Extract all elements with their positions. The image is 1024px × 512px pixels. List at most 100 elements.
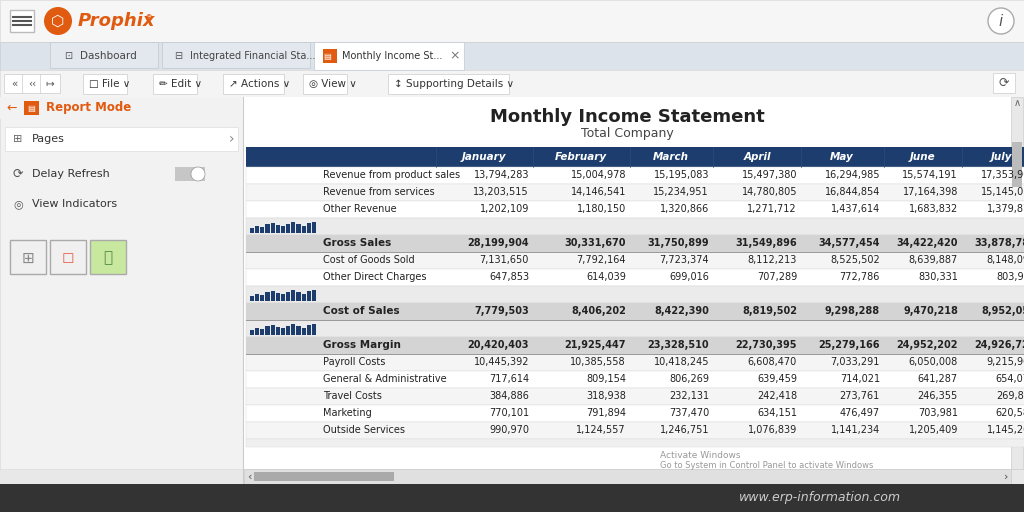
- Text: 770,101: 770,101: [488, 408, 529, 418]
- Text: 641,287: 641,287: [918, 374, 958, 384]
- Text: 8,525,502: 8,525,502: [830, 255, 880, 265]
- Text: ‹‹: ‹‹: [28, 79, 36, 89]
- Bar: [314, 42, 464, 70]
- Text: Other Revenue: Other Revenue: [323, 204, 396, 214]
- Text: 639,459: 639,459: [757, 374, 797, 384]
- Bar: [162, 42, 310, 68]
- Text: April: April: [743, 152, 771, 162]
- Text: 31,549,896: 31,549,896: [735, 238, 797, 248]
- Text: 803,964: 803,964: [996, 272, 1024, 282]
- Bar: [993, 73, 1015, 93]
- Bar: [286, 326, 290, 335]
- Bar: [270, 291, 274, 301]
- Text: 1,202,109: 1,202,109: [479, 204, 529, 214]
- Text: 9,470,218: 9,470,218: [903, 306, 958, 316]
- Bar: [24, 101, 39, 115]
- Bar: [246, 371, 1024, 388]
- Bar: [4, 74, 24, 93]
- Text: ↗ Actions ∨: ↗ Actions ∨: [229, 79, 290, 89]
- Bar: [303, 74, 347, 94]
- Text: 8,639,887: 8,639,887: [908, 255, 958, 265]
- Bar: [246, 201, 1024, 218]
- Text: 699,016: 699,016: [669, 272, 709, 282]
- Text: 476,497: 476,497: [840, 408, 880, 418]
- Text: 16,294,985: 16,294,985: [824, 170, 880, 180]
- Text: June: June: [910, 152, 936, 162]
- Bar: [312, 290, 316, 301]
- Text: 1,379,874: 1,379,874: [987, 204, 1024, 214]
- Bar: [246, 405, 1024, 422]
- Text: ‹: ‹: [247, 472, 251, 482]
- Text: 9,298,288: 9,298,288: [825, 306, 880, 316]
- Bar: [250, 330, 254, 335]
- Text: 791,894: 791,894: [586, 408, 626, 418]
- Bar: [246, 286, 1024, 303]
- Text: 7,792,164: 7,792,164: [577, 255, 626, 265]
- Text: ▤: ▤: [27, 103, 35, 113]
- Text: Cost of Sales: Cost of Sales: [323, 306, 399, 316]
- Text: 990,970: 990,970: [489, 425, 529, 435]
- Bar: [291, 290, 295, 301]
- Text: 772,786: 772,786: [840, 272, 880, 282]
- Text: ↕ Supporting Details ∨: ↕ Supporting Details ∨: [394, 79, 514, 89]
- Text: 1,437,614: 1,437,614: [830, 204, 880, 214]
- Text: 8,952,059: 8,952,059: [981, 306, 1024, 316]
- Bar: [22, 74, 42, 93]
- Bar: [275, 293, 280, 301]
- Bar: [244, 97, 1024, 469]
- Bar: [246, 252, 1024, 269]
- Text: □ File ∨: □ File ∨: [89, 79, 130, 89]
- Bar: [270, 223, 274, 233]
- Bar: [0, 42, 1024, 70]
- Text: 14,780,805: 14,780,805: [741, 187, 797, 197]
- Circle shape: [988, 8, 1014, 34]
- Text: 1,683,832: 1,683,832: [908, 204, 958, 214]
- Text: ⊟: ⊟: [174, 51, 182, 61]
- Bar: [246, 184, 1024, 201]
- Text: 707,289: 707,289: [757, 272, 797, 282]
- Bar: [281, 226, 285, 233]
- Text: Cost of Goods Sold: Cost of Goods Sold: [323, 255, 415, 265]
- Text: Dashboard: Dashboard: [80, 51, 137, 61]
- Text: 10,418,245: 10,418,245: [653, 357, 709, 367]
- Text: 16,844,854: 16,844,854: [824, 187, 880, 197]
- Bar: [260, 295, 264, 301]
- Text: 620,589: 620,589: [996, 408, 1024, 418]
- Bar: [296, 292, 300, 301]
- Bar: [281, 294, 285, 301]
- Bar: [286, 224, 290, 233]
- Text: 8,406,202: 8,406,202: [571, 306, 626, 316]
- Text: ×: ×: [450, 50, 460, 62]
- Text: ▤: ▤: [323, 52, 331, 60]
- Bar: [307, 291, 311, 301]
- Text: 714,021: 714,021: [840, 374, 880, 384]
- Text: 8,148,095: 8,148,095: [987, 255, 1024, 265]
- Bar: [323, 49, 337, 63]
- Bar: [223, 74, 284, 94]
- Text: General & Administrative: General & Administrative: [323, 374, 446, 384]
- Bar: [275, 225, 280, 233]
- Text: 1,205,409: 1,205,409: [908, 425, 958, 435]
- Text: 17,353,903: 17,353,903: [981, 170, 1024, 180]
- Text: 6,608,470: 6,608,470: [748, 357, 797, 367]
- Text: 1,124,557: 1,124,557: [577, 425, 626, 435]
- Text: 647,853: 647,853: [488, 272, 529, 282]
- Bar: [246, 388, 1024, 405]
- Text: 384,886: 384,886: [489, 391, 529, 401]
- Text: 15,234,951: 15,234,951: [653, 187, 709, 197]
- Circle shape: [191, 167, 205, 181]
- Text: Other Direct Charges: Other Direct Charges: [323, 272, 427, 282]
- Text: 1,320,866: 1,320,866: [659, 204, 709, 214]
- Text: 717,614: 717,614: [488, 374, 529, 384]
- Text: 809,154: 809,154: [586, 374, 626, 384]
- Text: 7,723,374: 7,723,374: [659, 255, 709, 265]
- Bar: [255, 226, 259, 233]
- Bar: [291, 324, 295, 335]
- Text: 246,355: 246,355: [918, 391, 958, 401]
- Bar: [5, 127, 238, 151]
- Text: 1,145,262: 1,145,262: [986, 425, 1024, 435]
- Text: 24,926,729: 24,926,729: [975, 340, 1024, 350]
- Bar: [246, 337, 1024, 354]
- Bar: [246, 269, 1024, 286]
- Text: Travel Costs: Travel Costs: [323, 391, 382, 401]
